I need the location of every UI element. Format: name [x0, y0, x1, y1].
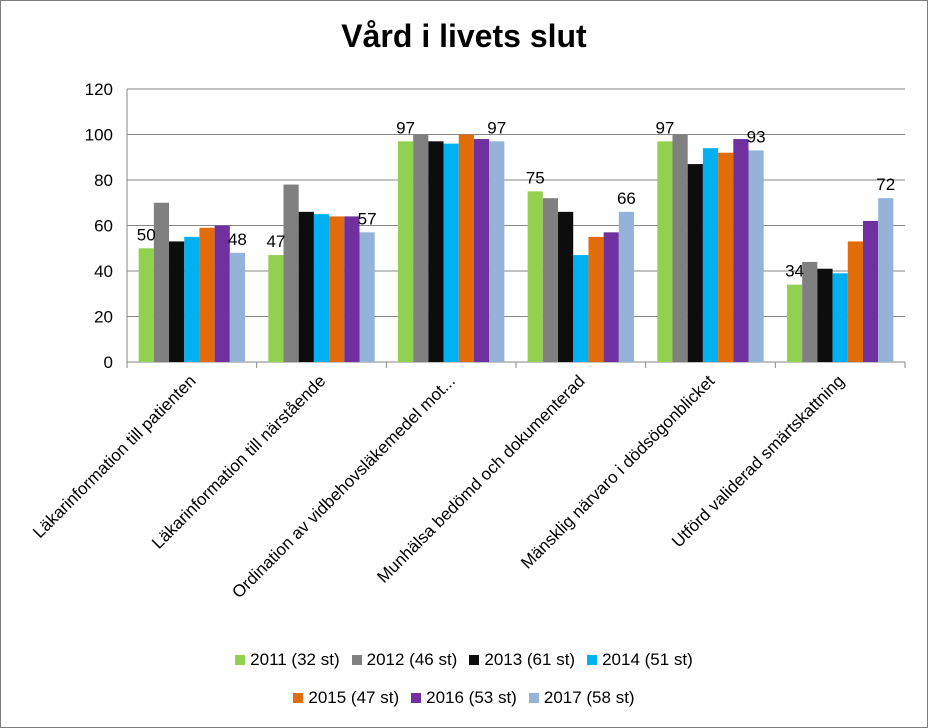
bar: [268, 255, 284, 362]
chart-title: Vård i livets slut: [341, 18, 587, 54]
legend-item-2012: 2012 (46 st): [351, 650, 458, 670]
y-tick-label: 120: [85, 80, 113, 99]
data-label: 66: [617, 189, 636, 208]
legend-row-1: 2011 (32 st) 2012 (46 st) 2013 (61 st) 2…: [0, 650, 928, 670]
data-label: 48: [228, 230, 247, 249]
bar: [802, 261, 818, 362]
bar: [558, 211, 574, 362]
bar: [184, 236, 200, 362]
bar: [428, 141, 444, 362]
bar: [283, 184, 299, 362]
y-tick-label: 0: [104, 353, 113, 372]
bar: [862, 220, 879, 362]
legend-label: 2014 (51 st): [602, 650, 693, 669]
legend-swatch: [235, 655, 246, 665]
legend-label: 2011 (32 st): [250, 650, 340, 669]
bar: [199, 227, 215, 362]
bar: [397, 141, 414, 362]
legend-label: 2013 (61 st): [484, 650, 576, 669]
legend-swatch: [411, 693, 422, 703]
data-label: 47: [266, 232, 285, 251]
bar: [588, 236, 604, 362]
data-label: 34: [785, 262, 804, 281]
legend-row-2: 2015 (47 st) 2016 (53 st) 2017 (58 st): [0, 688, 928, 708]
data-label: 93: [747, 127, 766, 146]
bar: [542, 198, 559, 362]
legend-label: 2017 (58 st): [543, 688, 635, 707]
legend-swatch: [528, 693, 539, 703]
bar: [443, 143, 459, 362]
legend-item-2016: 2016 (53 st): [411, 688, 517, 708]
data-label: 72: [876, 175, 895, 194]
legend-item-2013: 2013 (61 st): [469, 650, 575, 670]
bar: [473, 139, 490, 362]
legend-swatch: [469, 655, 480, 665]
legend-item-2014: 2014 (51 st): [587, 650, 693, 670]
bar: [573, 255, 589, 362]
bar: [618, 211, 635, 362]
bar: [733, 139, 749, 362]
legend-item-2015: 2015 (47 st): [293, 688, 399, 708]
bar: [748, 150, 764, 362]
y-tick-label: 20: [94, 308, 113, 327]
bar: [359, 232, 375, 362]
data-label: 97: [655, 118, 674, 137]
bar: [718, 152, 734, 362]
bar: [489, 141, 505, 362]
bar: [657, 141, 673, 362]
bar: [817, 268, 833, 362]
legend-swatch: [587, 655, 598, 665]
y-tick-label: 100: [85, 126, 113, 145]
bar: [702, 148, 719, 362]
legend-label: 2012 (46 st): [366, 650, 458, 669]
bar: [878, 198, 894, 362]
bar: [847, 241, 863, 362]
bar: [229, 252, 246, 362]
bar: [298, 211, 314, 362]
data-label: 57: [358, 209, 377, 228]
legend-label: 2015 (47 st): [308, 688, 400, 707]
legend-item-2011: 2011 (32 st): [235, 650, 340, 670]
bar: [413, 134, 429, 362]
bar: [786, 284, 803, 362]
bar: [672, 134, 688, 362]
bar: [527, 191, 543, 362]
bar: [458, 134, 474, 362]
y-tick-label: 80: [94, 171, 113, 190]
bar: [344, 216, 360, 362]
data-label: 97: [487, 118, 506, 137]
data-label: 75: [526, 168, 545, 187]
bar: [214, 225, 230, 362]
legend-swatch: [293, 693, 304, 703]
data-label: 50: [137, 225, 156, 244]
legend-swatch: [351, 655, 362, 665]
bar: [138, 248, 154, 362]
legend-item-2017: 2017 (58 st): [528, 688, 635, 708]
bar: [169, 241, 185, 362]
bar: [832, 273, 848, 362]
y-tick-label: 60: [94, 217, 113, 236]
y-tick-label: 40: [94, 262, 113, 281]
x-tick-label: Ordination av vidbehovsläkemedel mot...: [228, 371, 459, 602]
bar: [329, 216, 345, 362]
x-tick-label: Munhälsa bedömd och dokumenterad: [373, 371, 588, 586]
bar: [153, 202, 170, 362]
bar: [687, 164, 703, 362]
data-label: 97: [396, 118, 415, 137]
legend-label: 2016 (53 st): [426, 688, 517, 707]
bar: [313, 214, 330, 362]
bar: [603, 232, 619, 362]
